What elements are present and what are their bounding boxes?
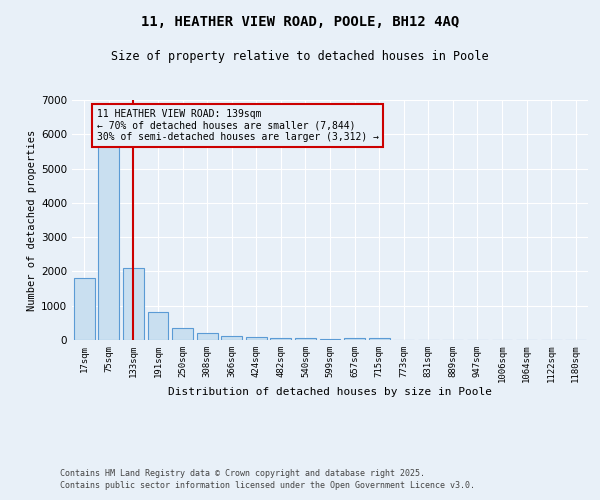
Bar	[74, 278, 95, 340]
Bar	[221, 336, 242, 340]
Bar	[246, 337, 267, 340]
Bar	[123, 268, 144, 340]
Text: Size of property relative to detached houses in Poole: Size of property relative to detached ho…	[111, 50, 489, 63]
Bar	[271, 338, 292, 340]
Bar	[344, 338, 365, 340]
Text: Contains HM Land Registry data © Crown copyright and database right 2025.: Contains HM Land Registry data © Crown c…	[60, 468, 425, 477]
Bar	[98, 141, 119, 340]
Bar	[148, 312, 169, 340]
Bar	[197, 333, 218, 340]
Bar	[295, 338, 316, 340]
Bar	[172, 328, 193, 340]
Text: 11, HEATHER VIEW ROAD, POOLE, BH12 4AQ: 11, HEATHER VIEW ROAD, POOLE, BH12 4AQ	[141, 15, 459, 29]
Text: Contains public sector information licensed under the Open Government Licence v3: Contains public sector information licen…	[60, 481, 475, 490]
X-axis label: Distribution of detached houses by size in Poole: Distribution of detached houses by size …	[168, 386, 492, 396]
Bar	[320, 338, 340, 340]
Y-axis label: Number of detached properties: Number of detached properties	[27, 130, 37, 310]
Text: 11 HEATHER VIEW ROAD: 139sqm
← 70% of detached houses are smaller (7,844)
30% of: 11 HEATHER VIEW ROAD: 139sqm ← 70% of de…	[97, 108, 379, 142]
Bar	[368, 338, 389, 340]
